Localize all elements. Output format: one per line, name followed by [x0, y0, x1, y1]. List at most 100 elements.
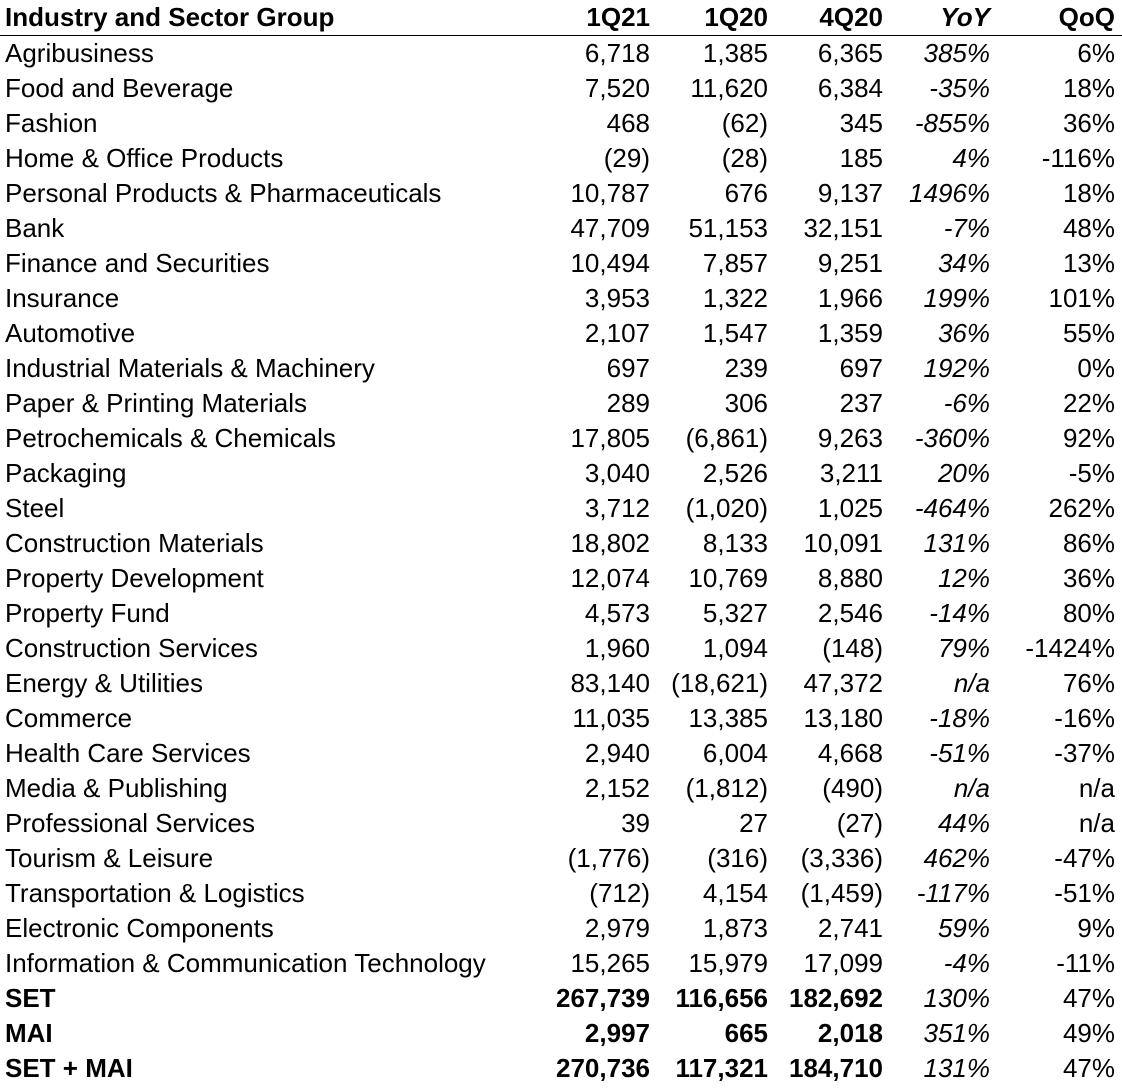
data-row: Commerce 11,035 13,385 13,180 -18% -16%: [0, 701, 1122, 736]
table-header: Industry and Sector Group 1Q21 1Q20 4Q20 YoY…: [0, 0, 1122, 36]
value-cell: 6,365: [817, 38, 883, 68]
value-cell: 36%: [937, 318, 990, 348]
value-cell: 12%: [937, 563, 990, 593]
value-cell: (1,812): [685, 773, 768, 803]
value-cell: 2,018: [817, 1018, 883, 1048]
value-cell: 345: [839, 108, 883, 138]
data-row: Industrial Materials & Machinery 697 239 69…: [0, 351, 1122, 386]
value-cell: 1496%: [909, 178, 990, 208]
value-cell: -51%: [929, 738, 990, 768]
value-cell: 131%: [923, 1053, 991, 1083]
value-cell: (1,020): [685, 493, 768, 523]
value-cell: 17,099: [803, 948, 883, 978]
value-cell: 12,074: [570, 563, 650, 593]
value-cell: 49%: [1062, 1018, 1115, 1048]
value-cell: 76%: [1062, 668, 1115, 698]
value-cell: 9,137: [817, 178, 883, 208]
sector-name: SET + MAI: [5, 1053, 133, 1083]
value-cell: -4%: [943, 948, 990, 978]
value-cell: -360%: [914, 423, 990, 453]
value-cell: 18%: [1062, 178, 1115, 208]
value-cell: 15,265: [570, 948, 650, 978]
value-cell: 1,359: [817, 318, 883, 348]
value-cell: 8,133: [702, 528, 768, 558]
value-cell: 10,769: [688, 563, 768, 593]
value-cell: -5%: [1068, 458, 1115, 488]
data-row: Construction Materials 18,802 8,133 10,091 1…: [0, 526, 1122, 561]
data-row: Packaging 3,040 2,526 3,211 20% -5%: [0, 456, 1122, 491]
sector-name: Health Care Services: [5, 738, 251, 768]
value-cell: 101%: [1048, 283, 1116, 313]
sector-name: Transportation & Logistics: [5, 878, 305, 908]
value-cell: 131%: [923, 528, 991, 558]
total-row: MAI 2,997 665 2,018 351% 49%: [0, 1016, 1122, 1051]
value-cell: -37%: [1054, 738, 1115, 768]
value-cell: 2,979: [584, 913, 650, 943]
sector-name: Steel: [5, 493, 65, 523]
value-cell: -47%: [1054, 843, 1115, 873]
value-cell: 351%: [923, 1018, 991, 1048]
value-cell: 199%: [923, 283, 991, 313]
value-cell: -35%: [929, 73, 990, 103]
data-row: Health Care Services 2,940 6,004 4,668 -51% -…: [0, 736, 1122, 771]
value-cell: 3,211: [819, 458, 883, 488]
value-cell: 2,741: [817, 913, 883, 943]
sector-name: Petrochemicals & Chemicals: [5, 423, 336, 453]
value-cell: (27): [836, 808, 883, 838]
value-cell: 1,385: [702, 38, 768, 68]
header-cell: 1Q21: [540, 0, 650, 36]
value-cell: 11,620: [690, 73, 768, 103]
sector-name: Automotive: [5, 318, 136, 348]
header-row: Industry and Sector Group 1Q21 1Q20 4Q20 YoY…: [0, 0, 1122, 36]
value-cell: 289: [606, 388, 650, 418]
value-cell: n/a: [1078, 773, 1115, 803]
sector-name: Agribusiness: [5, 38, 154, 68]
header-cell: 4Q20: [768, 0, 883, 36]
value-cell: -14%: [929, 598, 990, 628]
value-cell: 22%: [1062, 388, 1115, 418]
value-cell: 13,385: [688, 703, 768, 733]
value-cell: 8,880: [817, 563, 883, 593]
value-cell: 18,802: [570, 528, 650, 558]
sector-name: Electronic Components: [5, 913, 274, 943]
value-cell: -116%: [1041, 143, 1115, 173]
data-row: Fashion 468 (62) 345 -855% 36%: [0, 106, 1122, 141]
data-row: Bank 47,709 51,153 32,151 -7% 48%: [0, 211, 1122, 246]
data-row: Food and Beverage 7,520 11,620 6,384 -35% 18%: [0, 71, 1122, 106]
value-cell: 15,979: [688, 948, 768, 978]
value-cell: 306: [724, 388, 768, 418]
value-cell: 4,573: [584, 598, 650, 628]
value-cell: 6%: [1077, 38, 1115, 68]
value-cell: 4%: [952, 143, 990, 173]
value-cell: 676: [724, 178, 768, 208]
value-cell: 10,787: [570, 178, 650, 208]
header-cell: QoQ: [990, 0, 1122, 36]
value-cell: -464%: [914, 493, 990, 523]
data-row: Transportation & Logistics (712) 4,154 (1,4…: [0, 876, 1122, 911]
data-row: Agribusiness 6,718 1,385 6,365 385% 6%: [0, 36, 1122, 72]
value-cell: 116,656: [675, 983, 768, 1013]
value-cell: 237: [839, 388, 883, 418]
value-cell: 6,718: [584, 38, 650, 68]
value-cell: (18,621): [671, 668, 768, 698]
value-cell: 1,094: [702, 633, 768, 663]
value-cell: 7,520: [584, 73, 650, 103]
value-cell: 1,025: [817, 493, 883, 523]
value-cell: n/a: [953, 773, 990, 803]
value-cell: 34%: [937, 248, 990, 278]
data-row: Steel 3,712 (1,020) 1,025 -464% 262%: [0, 491, 1122, 526]
sector-name: Food and Beverage: [5, 73, 234, 103]
value-cell: 20%: [937, 458, 990, 488]
value-cell: 47,709: [570, 213, 650, 243]
value-cell: 18%: [1062, 73, 1115, 103]
value-cell: 192%: [923, 353, 991, 383]
value-cell: 13,180: [803, 703, 883, 733]
value-cell: 2,526: [702, 458, 768, 488]
value-cell: 9%: [1077, 913, 1115, 943]
sector-name: Professional Services: [5, 808, 255, 838]
header-cell: Industry and Sector Group: [0, 0, 540, 36]
value-cell: 3,953: [584, 283, 650, 313]
value-cell: 83,140: [570, 668, 650, 698]
value-cell: 7,857: [702, 248, 768, 278]
